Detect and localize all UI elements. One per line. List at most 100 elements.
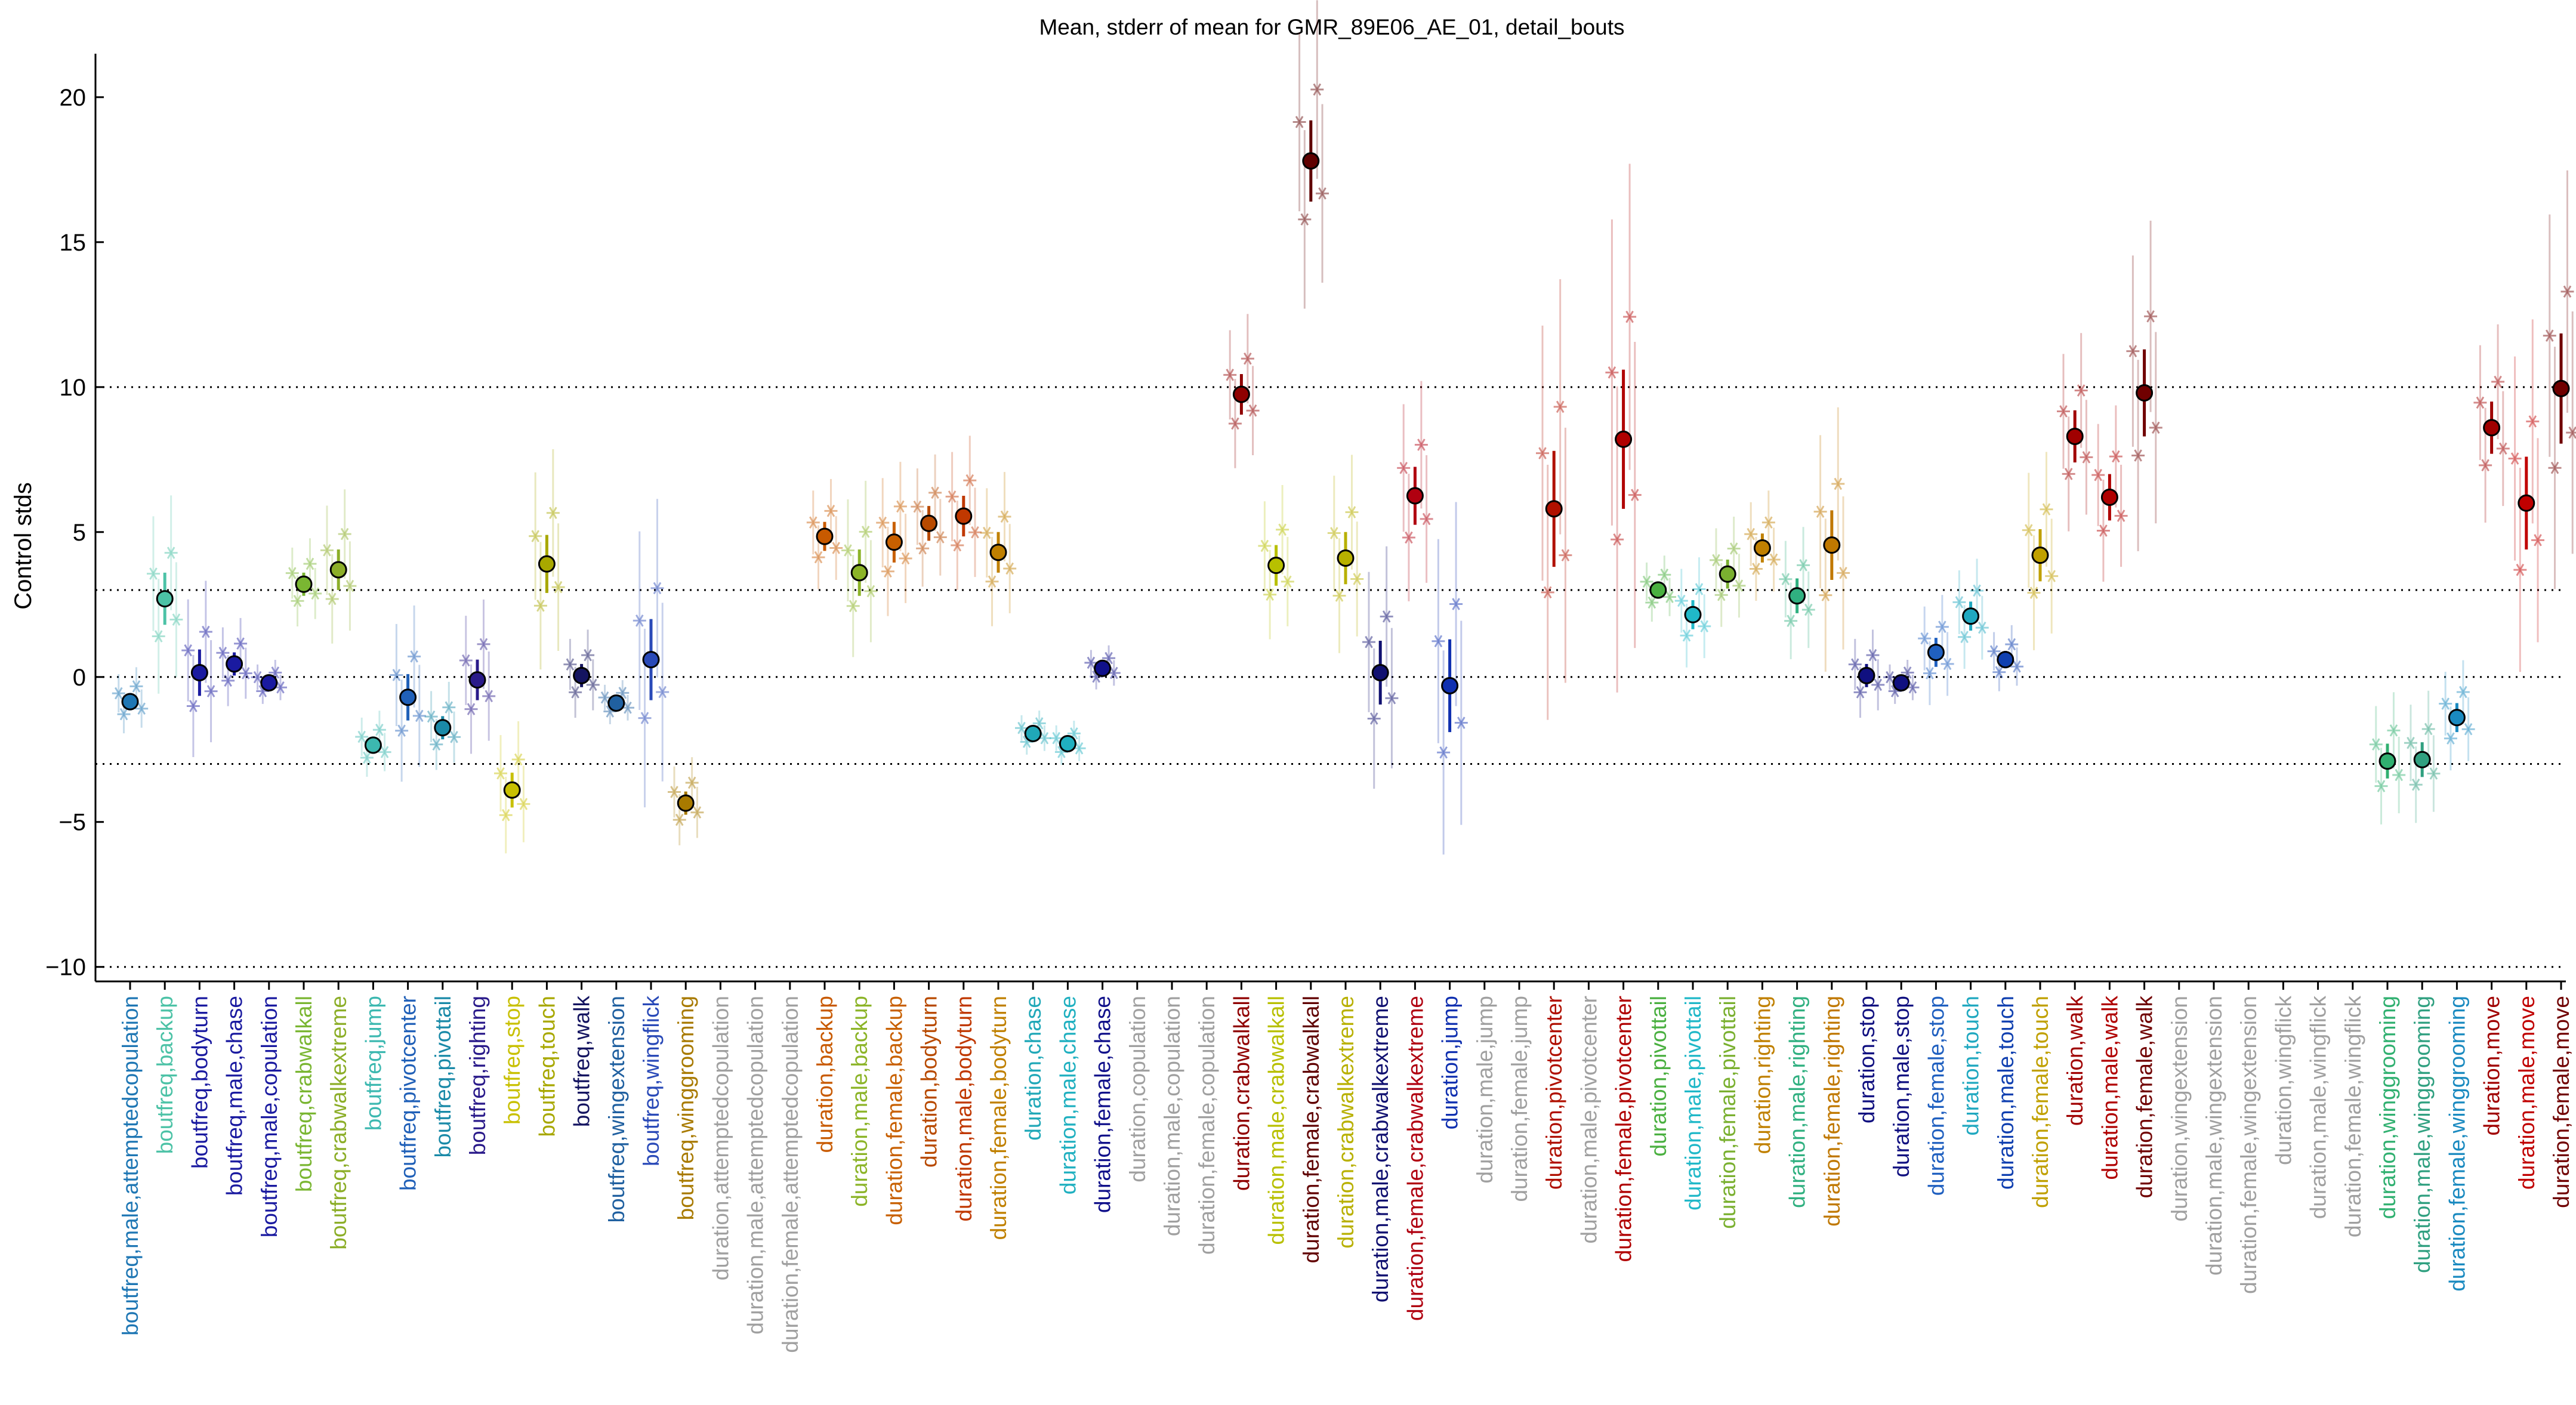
replicate-marker: [1732, 579, 1746, 592]
replicate-marker-stroke: [1057, 746, 1066, 758]
replicate-marker-stroke: [640, 712, 649, 724]
replicate-marker-stroke: [1266, 588, 1274, 601]
replicate-marker: [291, 594, 304, 607]
x-tick-label: duration,pivotcenter: [1542, 996, 1566, 1190]
replicate-marker-stroke: [1422, 512, 1431, 526]
replicate-marker-stroke: [640, 712, 649, 724]
x-tick-label: boutfreq,winggrooming: [674, 996, 698, 1220]
replicate-marker-stroke: [2528, 415, 2537, 428]
y-ticks: −10 −5 0 5 10 15 20: [45, 85, 104, 981]
replicate-marker: [169, 613, 183, 626]
replicate-marker: [1987, 645, 2001, 657]
x-tick-label: duration,male,bodyturn: [952, 996, 976, 1221]
replicate-marker: [1276, 523, 1289, 536]
replicate-marker-stroke: [1890, 685, 1899, 697]
replicate-marker-stroke: [2510, 452, 2519, 465]
replicate-marker: [876, 516, 890, 529]
replicate-marker-stroke: [1856, 686, 1865, 699]
mean-point: [885, 533, 903, 551]
replicate-marker: [1454, 717, 1468, 729]
replicate-marker-stroke: [306, 557, 314, 570]
replicate-marker-stroke: [2447, 732, 2455, 745]
replicate-marker: [2074, 384, 2088, 397]
mean-point: [190, 663, 208, 681]
replicate-marker: [829, 542, 843, 554]
replicate-marker-stroke: [1804, 603, 1813, 616]
replicate-marker-stroke: [345, 579, 354, 592]
x-tick-label: duration,move: [2480, 996, 2504, 1135]
replicate-marker-stroke: [653, 582, 662, 595]
replicate-marker-stroke: [1347, 506, 1356, 518]
replicate-marker-stroke: [485, 690, 493, 703]
mean-point: [1615, 430, 1633, 448]
axes: [94, 54, 2566, 983]
x-tick-label: duration,female,copulation: [1195, 996, 1219, 1255]
replicate-marker-stroke: [1260, 539, 1269, 552]
y-tick-label: −5: [58, 810, 86, 836]
replicate-marker: [1970, 584, 1984, 597]
replicate-marker-stroke: [896, 500, 905, 513]
replicate-marker: [234, 637, 248, 650]
replicate-marker: [464, 703, 478, 715]
replicate-marker-stroke: [1556, 400, 1565, 413]
replicate-marker-stroke: [584, 649, 592, 662]
x-tick-label: duration,crabwalkextreme: [1334, 996, 1358, 1249]
replicate-marker-stroke: [236, 637, 245, 650]
replicate-marker-stroke: [2134, 449, 2142, 462]
x-tick-label: duration,stop: [1855, 996, 1879, 1123]
replicate-marker-stroke: [410, 650, 418, 663]
mean-point: [226, 655, 243, 673]
replicate-marker: [1628, 489, 1642, 501]
mean-point: [1719, 565, 1736, 583]
x-tick-label: duration,male,pivottail: [1681, 996, 1705, 1211]
replicate-marker-stroke: [670, 786, 678, 798]
replicate-marker-stroke: [1735, 579, 1744, 592]
replicate-marker-stroke: [1347, 506, 1356, 518]
replicate-marker-stroke: [1938, 620, 1946, 633]
replicate-marker: [1367, 712, 1381, 725]
replicate-marker: [2409, 778, 2423, 791]
replicate-marker-stroke: [624, 701, 632, 714]
replicate-marker-stroke: [531, 530, 539, 542]
replicate-marker-stroke: [2545, 329, 2554, 342]
replicate-marker-stroke: [432, 738, 441, 751]
replicate-marker-stroke: [461, 654, 470, 667]
x-tick-label: boutfreq,male,attemptedcopulation: [118, 996, 143, 1336]
replicate-marker: [1327, 527, 1341, 539]
replicate-marker-stroke: [119, 708, 128, 721]
replicate-marker: [2531, 534, 2545, 546]
replicate-marker-stroke: [982, 526, 991, 539]
replicate-marker-stroke: [519, 798, 528, 810]
replicate-marker: [846, 600, 860, 613]
replicate-marker-stroke: [1329, 527, 1338, 539]
replicate-marker-stroke: [293, 594, 302, 607]
replicate-marker-stroke: [1231, 417, 1239, 430]
mean-point: [1858, 666, 1875, 684]
replicate-marker-stroke: [479, 638, 488, 651]
replicate-marker-stroke: [149, 567, 158, 580]
replicate-marker-stroke: [531, 530, 539, 542]
x-tick-label: boutfreq,touch: [535, 996, 559, 1137]
data-point-group: [2439, 660, 2475, 771]
replicate-marker: [650, 582, 664, 595]
replicate-marker: [2131, 449, 2145, 462]
replicate-marker-stroke: [1903, 666, 1912, 679]
replicate-marker: [221, 674, 235, 687]
replicate-marker-stroke: [2377, 780, 2386, 792]
replicate-marker: [239, 667, 252, 680]
replicate-marker-stroke: [154, 630, 163, 643]
replicate-marker: [1541, 586, 1554, 599]
data-point-group: [320, 489, 357, 644]
replicate-marker: [1709, 554, 1723, 567]
x-tick-label: duration,female,righting: [1820, 996, 1844, 1227]
mean-point: [399, 688, 417, 706]
replicate-marker: [2491, 375, 2505, 388]
replicate-marker-stroke: [1868, 649, 1877, 662]
replicate-marker: [1362, 635, 1375, 649]
replicate-marker-stroke: [884, 565, 892, 578]
replicate-marker-stroke: [1300, 213, 1309, 226]
replicate-marker: [546, 507, 560, 520]
replicate-marker: [2045, 570, 2059, 582]
replicate-marker: [1310, 83, 1324, 96]
replicate-marker-stroke: [2550, 461, 2559, 474]
